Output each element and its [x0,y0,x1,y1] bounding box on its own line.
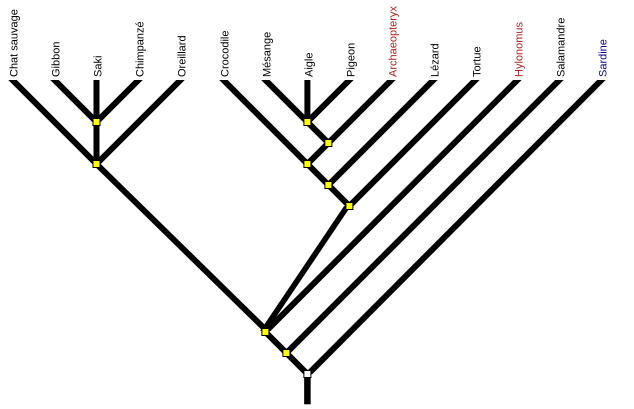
svg-text:Pigeon: Pigeon [345,43,357,77]
svg-text:Crocodile: Crocodile [219,31,231,77]
svg-text:Salamandre: Salamandre [555,18,567,77]
svg-text:Saki: Saki [93,56,105,77]
svg-text:Tortue: Tortue [471,46,483,77]
svg-text:Chimpanzé: Chimpanzé [135,21,147,77]
svg-text:Mésange: Mésange [261,32,273,77]
svg-text:Lézard: Lézard [429,43,441,77]
svg-text:Archaeopteryx: Archaeopteryx [387,6,399,77]
svg-text:Oreillard: Oreillard [177,35,189,77]
svg-text:Gibbon: Gibbon [51,42,63,77]
svg-text:Sardine: Sardine [597,39,609,77]
svg-text:Hylonomus: Hylonomus [513,21,525,77]
svg-text:Chat sauvage: Chat sauvage [9,9,21,77]
svg-text:Aigle: Aigle [303,53,315,77]
